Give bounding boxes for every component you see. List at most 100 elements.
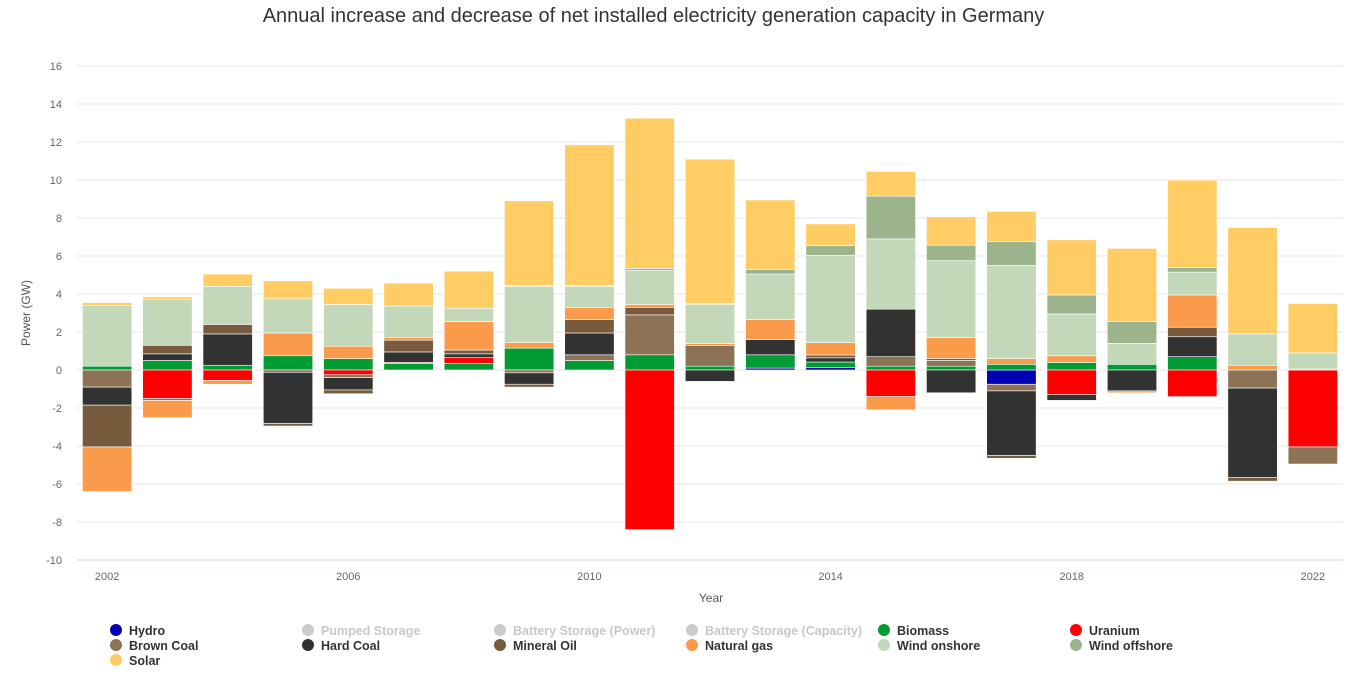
bar-segment[interactable] xyxy=(564,306,615,320)
bar-segment[interactable] xyxy=(383,339,434,353)
bar-segment[interactable] xyxy=(383,305,434,338)
bar-segment[interactable] xyxy=(1046,294,1097,315)
bar-segment[interactable] xyxy=(202,286,253,325)
bar-segment[interactable] xyxy=(1227,227,1278,335)
bar-segment[interactable] xyxy=(865,365,916,371)
bar-segment[interactable] xyxy=(805,354,856,359)
bar-segment[interactable] xyxy=(504,372,555,385)
bar-segment[interactable] xyxy=(926,260,977,338)
bar-segment[interactable] xyxy=(564,319,615,334)
bar-segment[interactable] xyxy=(805,361,856,369)
bar-segment[interactable] xyxy=(1106,321,1158,344)
bar-segment[interactable] xyxy=(745,268,796,275)
bar-segment[interactable] xyxy=(805,254,856,343)
bar-segment[interactable] xyxy=(986,390,1037,456)
bar-segment[interactable] xyxy=(323,369,374,376)
legend-item[interactable]: Uranium xyxy=(1070,624,1140,638)
bar-segment[interactable] xyxy=(1167,267,1218,273)
bar-segment[interactable] xyxy=(142,353,193,361)
bar-segment[interactable] xyxy=(1167,356,1218,371)
bar-segment[interactable] xyxy=(986,358,1037,365)
bar-segment[interactable] xyxy=(1046,369,1097,396)
bar-segment[interactable] xyxy=(383,351,434,363)
bar-segment[interactable] xyxy=(684,158,736,304)
bar-segment[interactable] xyxy=(262,280,314,300)
bar-segment[interactable] xyxy=(1287,369,1338,448)
bar-segment[interactable] xyxy=(1227,333,1278,366)
bar-segment[interactable] xyxy=(443,321,494,351)
bar-segment[interactable] xyxy=(986,211,1037,243)
bar-segment[interactable] xyxy=(1227,387,1278,478)
bar-segment[interactable] xyxy=(926,365,977,371)
bar-segment[interactable] xyxy=(1106,248,1158,322)
bar-segment[interactable] xyxy=(926,360,977,367)
bar-segment[interactable] xyxy=(564,332,615,356)
bar-segment[interactable] xyxy=(865,195,916,240)
bar-segment[interactable] xyxy=(805,357,856,363)
bar-segment[interactable] xyxy=(82,302,133,306)
bar-segment[interactable] xyxy=(323,358,374,371)
bar-segment[interactable] xyxy=(805,223,856,247)
bar-segment[interactable] xyxy=(82,369,133,388)
bar-segment[interactable] xyxy=(142,400,193,418)
bar-segment[interactable] xyxy=(986,241,1037,266)
legend-item[interactable]: Mineral Oil xyxy=(494,639,577,653)
bar-segment[interactable] xyxy=(443,349,494,355)
bar-segment[interactable] xyxy=(1106,369,1158,392)
bar-segment[interactable] xyxy=(745,339,796,356)
bar-segment[interactable] xyxy=(142,296,193,301)
bar-segment[interactable] xyxy=(383,337,434,341)
bar-segment[interactable] xyxy=(805,245,856,256)
legend-item[interactable]: Battery Storage (Power) xyxy=(494,624,655,638)
bar-segment[interactable] xyxy=(684,365,736,371)
bar-segment[interactable] xyxy=(745,319,796,340)
bar-segment[interactable] xyxy=(202,364,253,371)
bar-segment[interactable] xyxy=(1106,390,1158,394)
bar-segment[interactable] xyxy=(202,380,253,385)
bar-segment[interactable] xyxy=(865,308,916,358)
bar-segment[interactable] xyxy=(564,286,615,308)
bar-segment[interactable] xyxy=(865,171,916,197)
bar-segment[interactable] xyxy=(1106,343,1158,365)
bar-segment[interactable] xyxy=(443,357,494,364)
bar-segment[interactable] xyxy=(142,369,193,399)
bar-segment[interactable] xyxy=(624,354,675,371)
legend-item[interactable]: Biomass xyxy=(878,624,949,638)
legend-item[interactable]: Hydro xyxy=(110,624,165,638)
bar-segment[interactable] xyxy=(986,383,1037,392)
bar-segment[interactable] xyxy=(1227,477,1278,482)
bar-segment[interactable] xyxy=(504,200,555,286)
bar-segment[interactable] xyxy=(926,369,977,394)
bar-segment[interactable] xyxy=(1167,369,1218,397)
bar-segment[interactable] xyxy=(986,265,1037,359)
bar-segment[interactable] xyxy=(323,374,374,378)
bar-segment[interactable] xyxy=(504,369,555,374)
bar-segment[interactable] xyxy=(202,333,253,366)
bar-segment[interactable] xyxy=(564,354,615,361)
bar-segment[interactable] xyxy=(865,356,916,367)
bar-segment[interactable] xyxy=(504,347,555,371)
bar-segment[interactable] xyxy=(262,298,314,334)
bar-segment[interactable] xyxy=(262,332,314,357)
bar-segment[interactable] xyxy=(142,344,193,355)
bar-segment[interactable] xyxy=(323,345,374,359)
bar-segment[interactable] xyxy=(865,238,916,310)
bar-segment[interactable] xyxy=(1287,303,1338,354)
bar-segment[interactable] xyxy=(443,353,494,358)
legend-item[interactable]: Brown Coal xyxy=(110,639,198,653)
bar-segment[interactable] xyxy=(504,342,555,349)
bar-segment[interactable] xyxy=(624,304,675,308)
bar-segment[interactable] xyxy=(564,360,615,371)
bar-segment[interactable] xyxy=(624,314,675,356)
bar-segment[interactable] xyxy=(82,404,133,448)
bar-segment[interactable] xyxy=(624,117,675,269)
bar-segment[interactable] xyxy=(684,304,736,344)
bar-segment[interactable] xyxy=(504,383,555,388)
legend-item[interactable]: Wind onshore xyxy=(878,639,980,653)
bar-segment[interactable] xyxy=(986,455,1037,459)
bar-segment[interactable] xyxy=(82,305,133,367)
bar-segment[interactable] xyxy=(1167,271,1218,296)
legend-item[interactable]: Battery Storage (Capacity) xyxy=(686,624,862,638)
bar-segment[interactable] xyxy=(1227,364,1278,371)
bar-segment[interactable] xyxy=(1106,363,1158,371)
